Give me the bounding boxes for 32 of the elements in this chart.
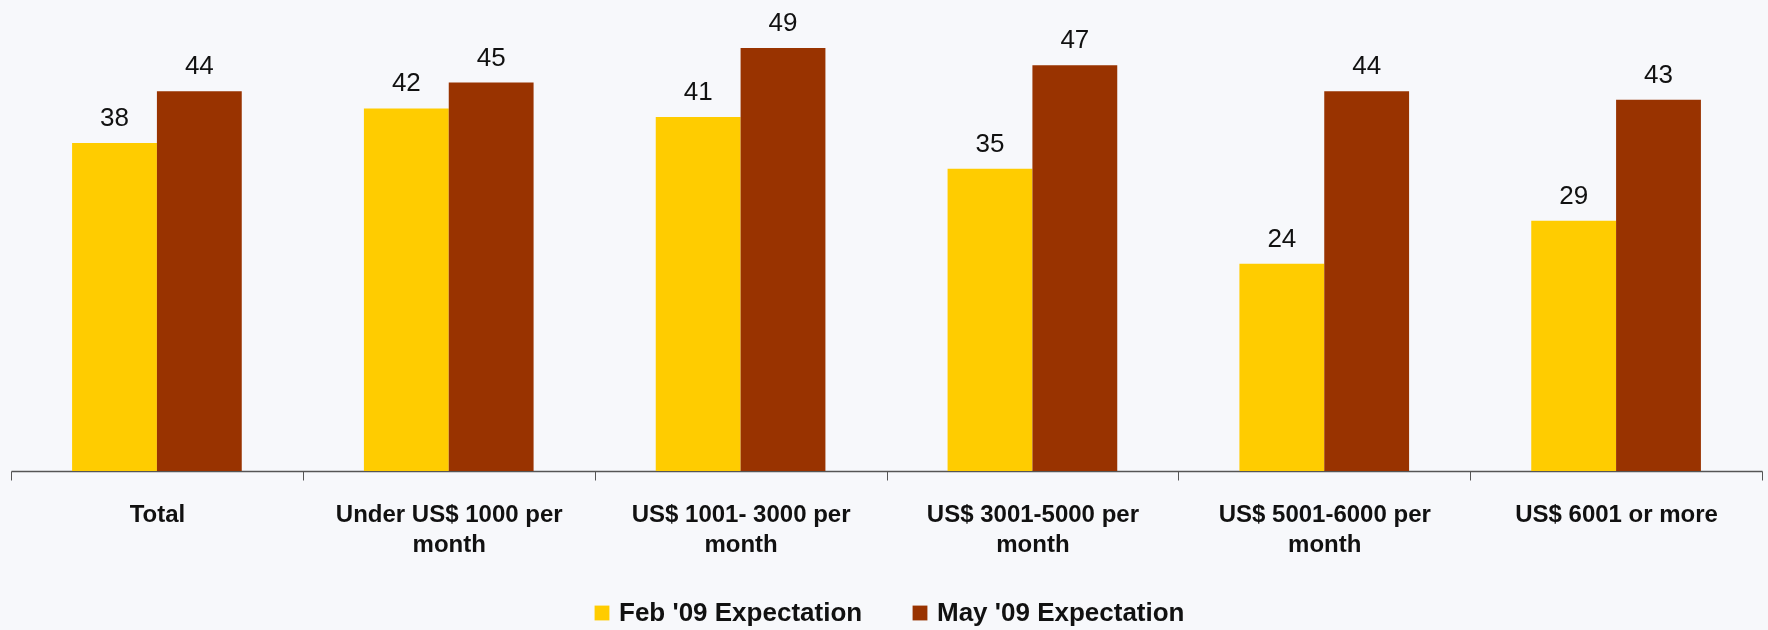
- x-tick-label: US$ 6001 or more: [1515, 499, 1718, 527]
- bar: [363, 108, 449, 471]
- bar: [1324, 91, 1410, 471]
- data-label: 45: [476, 41, 506, 72]
- data-label: 42: [391, 67, 421, 98]
- bar: [947, 168, 1033, 471]
- x-tick-label: US$ 3001-5000 per month: [926, 499, 1139, 557]
- data-label: 44: [1352, 50, 1382, 81]
- legend-label: May '09 Expectation: [937, 597, 1185, 627]
- bar: [1032, 65, 1118, 471]
- data-label: 44: [184, 50, 214, 81]
- data-label: 29: [1559, 179, 1589, 210]
- data-label: 43: [1644, 58, 1673, 89]
- data-label: 41: [683, 76, 713, 107]
- data-label: 35: [975, 127, 1005, 158]
- bar: [655, 117, 741, 471]
- bar: [156, 91, 242, 471]
- legend-label: Feb '09 Expectation: [619, 597, 863, 627]
- data-label: 47: [1060, 24, 1090, 55]
- bar: [72, 142, 157, 471]
- data-label: 49: [768, 7, 798, 37]
- bar: [448, 82, 534, 471]
- bar: [740, 48, 826, 471]
- data-label: 38: [100, 101, 129, 132]
- bar: [1531, 220, 1617, 471]
- bar: [1616, 99, 1701, 471]
- x-tick-label: Under US$ 1000 per month: [335, 499, 563, 557]
- data-label: 24: [1267, 222, 1297, 253]
- x-tick-label: US$ 1001- 3000 per month: [631, 499, 851, 557]
- x-tick-label: Total: [129, 499, 186, 527]
- x-tick-label: US$ 5001-6000 per month: [1218, 499, 1431, 557]
- bar: [1239, 263, 1325, 471]
